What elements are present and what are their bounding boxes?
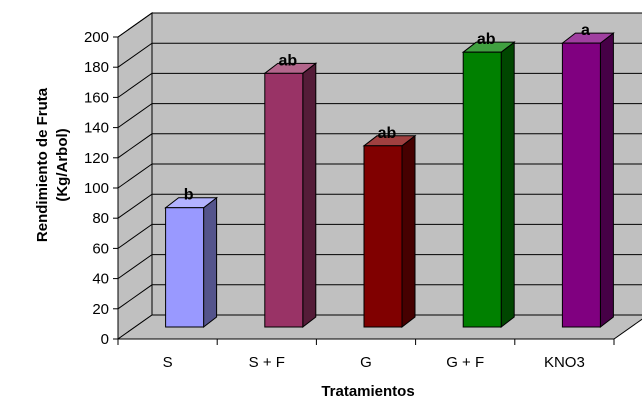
y-tick-label: 140: [84, 120, 109, 137]
bar-side: [500, 41, 515, 329]
x-tick-label: KNO3: [544, 354, 585, 371]
bar-side: [302, 62, 317, 329]
y-axis-title: Rendimiento de Fruta (Kg/Arbol): [34, 87, 71, 242]
bar-side: [203, 196, 218, 329]
y-tick-label: 160: [84, 89, 109, 106]
bar-G + F: ab: [461, 31, 516, 329]
x-tick-label: S + F: [249, 354, 285, 371]
significance-letter: b: [184, 187, 194, 204]
bar-S: b: [164, 187, 219, 329]
gridline: [117, 12, 642, 38]
y-axis-ticks: 0 20 40 60 80 100 120 140 160 180 200: [84, 29, 118, 348]
y-tick-label: 60: [92, 240, 109, 257]
x-tick-label: G: [360, 354, 372, 371]
y-tick-label: 100: [84, 180, 109, 197]
x-axis-ticks: S S + F G G + F KNO3: [117, 339, 615, 371]
bar-side: [401, 134, 416, 329]
y-tick-label: 200: [84, 29, 109, 46]
x-axis-title: Tratamientos: [321, 383, 414, 400]
y-tick-label: 120: [84, 150, 109, 167]
significance-letter: ab: [477, 31, 496, 48]
bar-front: [165, 207, 205, 328]
bar-side: [599, 32, 614, 329]
significance-letter: ab: [278, 52, 297, 69]
bar-front: [264, 72, 304, 328]
y-tick-label: 180: [84, 59, 109, 76]
bar-front: [363, 145, 403, 328]
bar-G: ab: [362, 125, 417, 329]
y-axis-title-line1: Rendimiento de Fruta: [34, 87, 51, 242]
y-tick-label: 0: [101, 331, 109, 348]
y-tick-label: 40: [92, 271, 109, 288]
bar-S + F: ab: [263, 52, 318, 329]
significance-letter: a: [581, 22, 590, 39]
x-tick-label: S: [163, 354, 173, 371]
significance-letter: ab: [378, 125, 397, 142]
bar-front: [561, 42, 601, 328]
bars: b ab ab ab a: [164, 22, 615, 329]
bar-front: [462, 51, 502, 328]
bar-KNO3: a: [560, 22, 615, 329]
y-tick-label: 80: [92, 210, 109, 227]
y-axis-title-line2: (Kg/Arbol): [54, 128, 71, 201]
x-tick-label: G + F: [446, 354, 484, 371]
y-tick-label: 20: [92, 301, 109, 318]
